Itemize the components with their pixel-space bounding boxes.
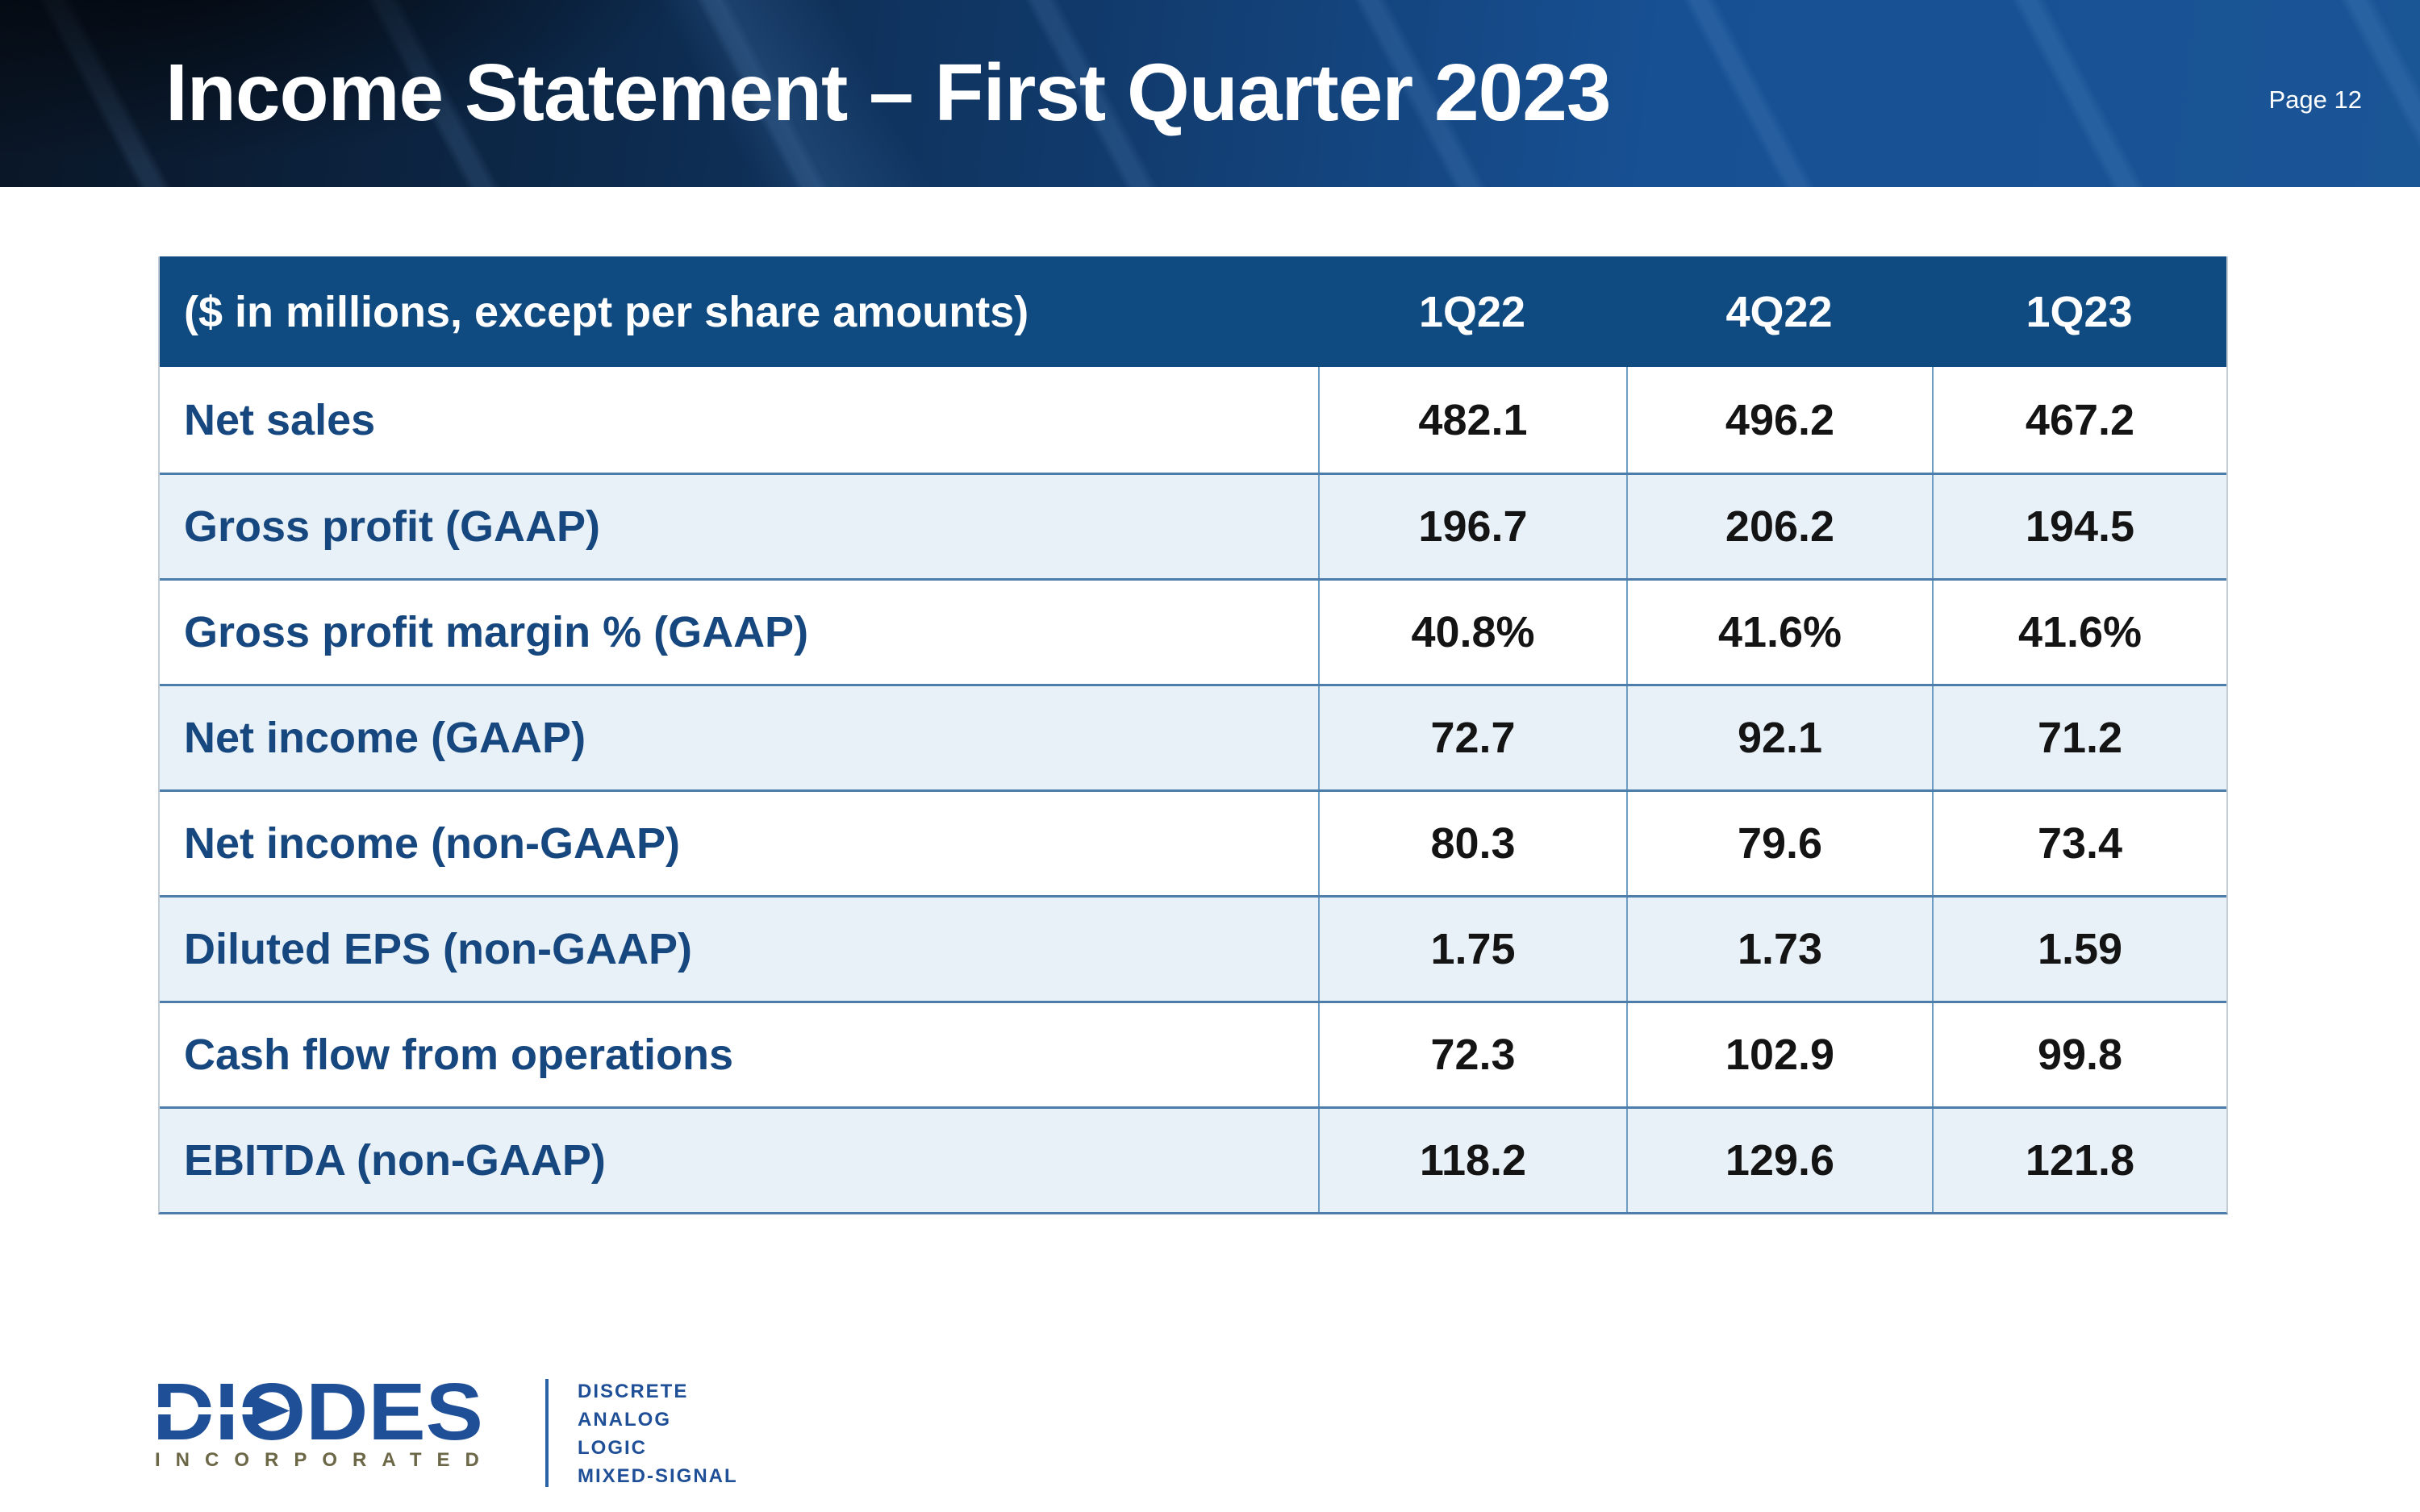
table-row: Net income (GAAP) 72.7 92.1 71.2 — [160, 684, 2226, 789]
table-row: Diluted EPS (non-GAAP) 1.75 1.73 1.59 — [160, 895, 2226, 1001]
row-label: Net sales — [184, 395, 376, 444]
row-value-1q22: 80.3 — [1318, 792, 1626, 895]
income-statement-table: ($ in millions, except per share amounts… — [158, 256, 2228, 1214]
row-value-4q22: 206.2 — [1626, 475, 1932, 578]
row-value-1q23: 71.2 — [1932, 686, 2226, 789]
row-value-4q22: 92.1 — [1626, 686, 1932, 789]
row-label: Net income (non-GAAP) — [184, 819, 680, 868]
row-value-4q22: 102.9 — [1626, 1003, 1932, 1106]
row-value-4q22: 79.6 — [1626, 792, 1932, 895]
row-label: Gross profit (GAAP) — [184, 502, 601, 551]
row-value-1q22: 482.1 — [1318, 367, 1626, 473]
row-value-1q22: 196.7 — [1318, 475, 1626, 578]
row-label: Diluted EPS (non-GAAP) — [184, 925, 692, 973]
slide-header-banner: Income Statement – First Quarter 2023 Pa… — [0, 0, 2420, 187]
row-value-1q22: 72.3 — [1318, 1003, 1626, 1106]
table-row: Net sales 482.1 496.2 467.2 — [160, 367, 2226, 473]
table-row: Cash flow from operations 72.3 102.9 99.… — [160, 1001, 2226, 1106]
table-row: Net income (non-GAAP) 80.3 79.6 73.4 — [160, 789, 2226, 895]
table-header-unit-note: ($ in millions, except per share amounts… — [184, 287, 1029, 336]
row-value-1q23: 99.8 — [1932, 1003, 2226, 1106]
table-header-1q22: 1Q22 — [1418, 287, 1526, 336]
row-value-1q23: 194.5 — [1932, 475, 2226, 578]
table-row: EBITDA (non-GAAP) 118.2 129.6 121.8 — [160, 1106, 2226, 1212]
logo-tagline: DISCRETE ANALOG LOGIC MIXED-SIGNAL — [578, 1377, 738, 1490]
row-value-1q23: 41.6% — [1932, 581, 2226, 684]
table-header-1q23: 1Q23 — [2026, 287, 2133, 336]
row-value-1q23: 1.59 — [1932, 898, 2226, 1001]
page-number: Page 12 — [2268, 85, 2363, 114]
row-value-1q23: 467.2 — [1932, 367, 2226, 473]
row-value-1q22: 40.8% — [1318, 581, 1626, 684]
row-value-4q22: 41.6% — [1626, 581, 1932, 684]
row-label: Gross profit margin % (GAAP) — [184, 608, 809, 656]
diode-line — [152, 1407, 290, 1414]
row-label: EBITDA (non-GAAP) — [184, 1136, 606, 1185]
table-row: Gross profit margin % (GAAP) 40.8% 41.6%… — [160, 578, 2226, 684]
row-value-4q22: 1.73 — [1626, 898, 1932, 1001]
diodes-logo: DIODES — [152, 1373, 483, 1451]
logo-incorporated-label: INCORPORATED — [155, 1449, 494, 1471]
tagline-line-analog: ANALOG — [578, 1409, 671, 1431]
row-label: Cash flow from operations — [184, 1031, 734, 1079]
row-value-4q22: 129.6 — [1626, 1109, 1932, 1212]
logo-divider-line — [545, 1379, 549, 1487]
row-value-1q22: 118.2 — [1318, 1109, 1626, 1212]
row-value-1q23: 73.4 — [1932, 792, 2226, 895]
tagline-line-discrete: DISCRETE — [578, 1381, 689, 1402]
page-title: Income Statement – First Quarter 2023 — [165, 48, 1611, 138]
row-value-1q22: 1.75 — [1318, 898, 1626, 1001]
diode-arrow-icon — [252, 1395, 290, 1427]
row-value-4q22: 496.2 — [1626, 367, 1932, 473]
tagline-line-mixed-signal: MIXED-SIGNAL — [578, 1465, 738, 1487]
table-header-row: ($ in millions, except per share amounts… — [160, 256, 2226, 367]
row-value-1q22: 72.7 — [1318, 686, 1626, 789]
row-value-1q23: 121.8 — [1932, 1109, 2226, 1212]
row-label: Net income (GAAP) — [184, 714, 586, 762]
table-row: Gross profit (GAAP) 196.7 206.2 194.5 — [160, 473, 2226, 578]
tagline-line-logic: LOGIC — [578, 1437, 647, 1459]
table-header-4q22: 4Q22 — [1725, 287, 1833, 336]
